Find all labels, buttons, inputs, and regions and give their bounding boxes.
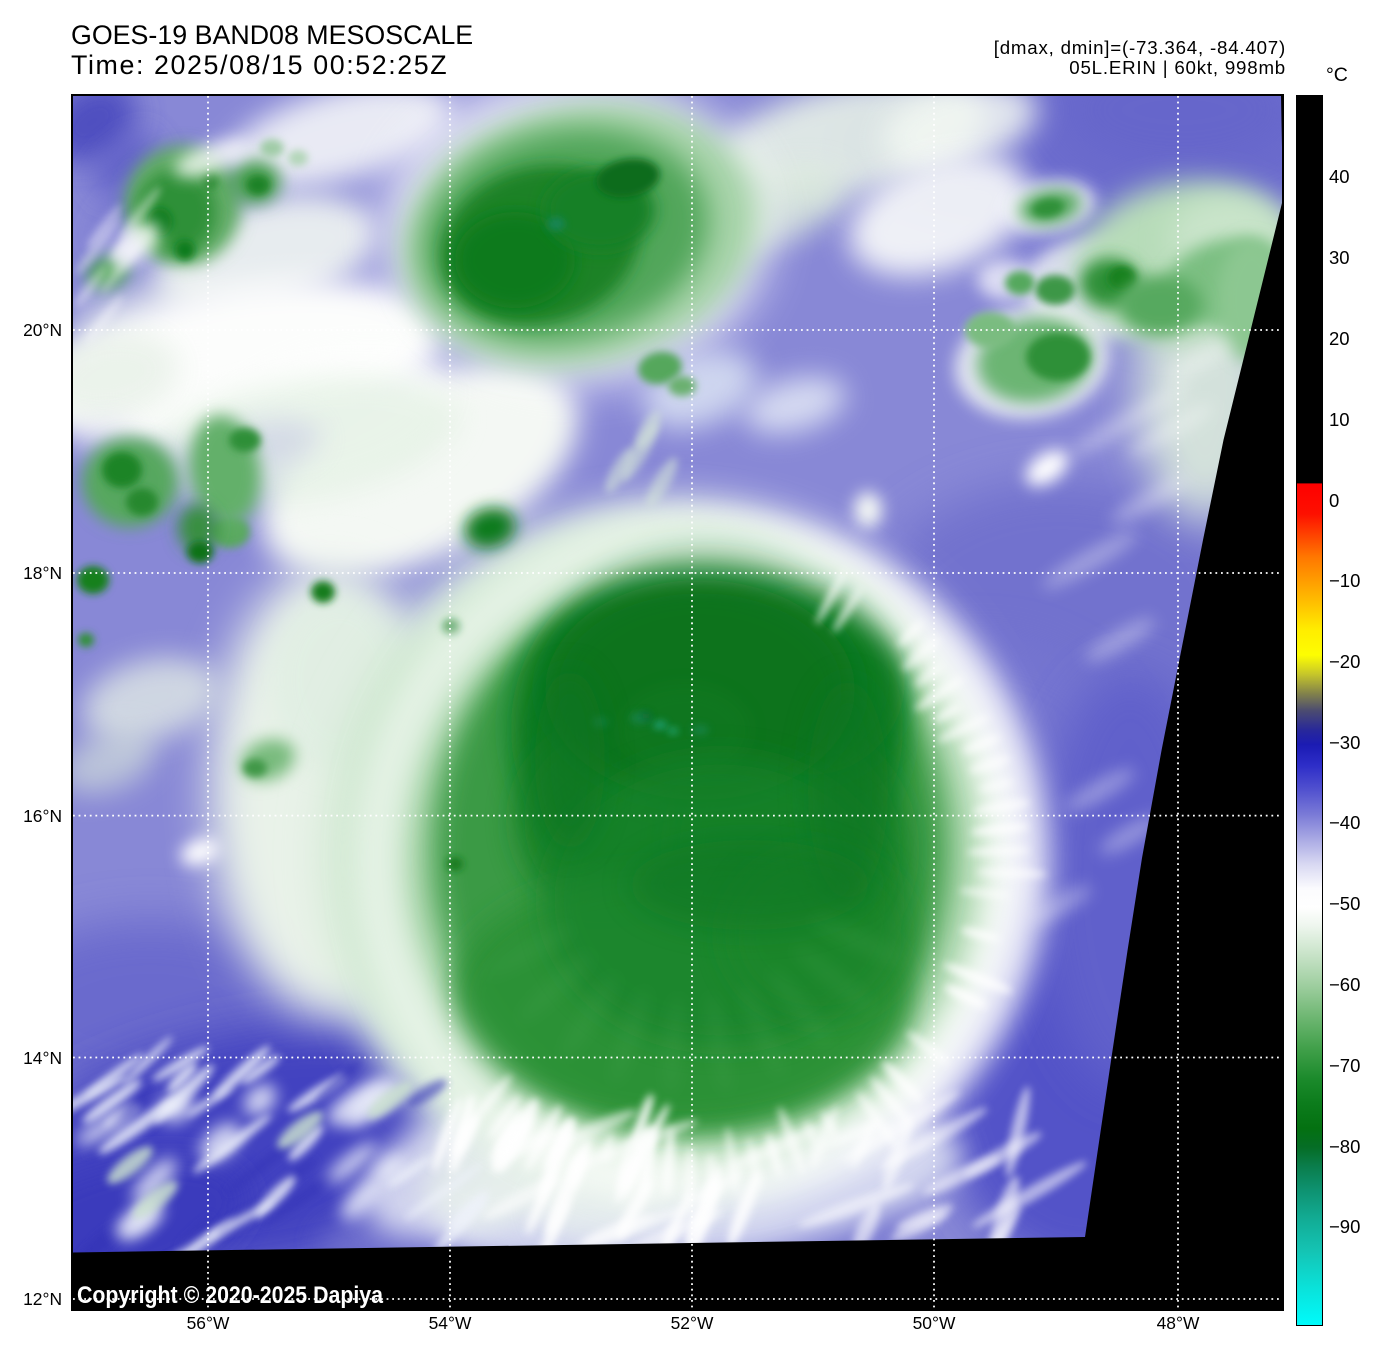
svg-text:Copyright © 2020-2025 Dapiya: Copyright © 2020-2025 Dapiya <box>77 1282 384 1309</box>
